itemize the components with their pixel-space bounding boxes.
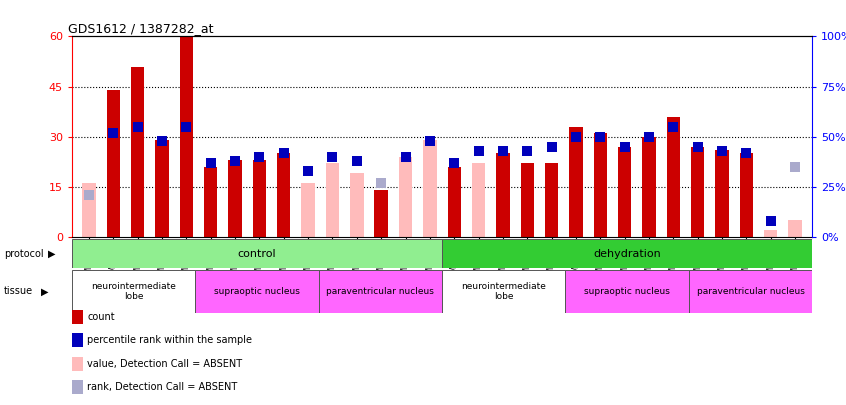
Point	[350, 158, 364, 164]
Bar	[72, 270, 195, 313]
Text: paraventricular nucleus: paraventricular nucleus	[327, 287, 434, 296]
Bar	[398, 157, 412, 237]
Point	[228, 158, 242, 164]
Text: supraoptic nucleus: supraoptic nucleus	[584, 287, 670, 296]
Text: GDS1612 / 1387282_at: GDS1612 / 1387282_at	[69, 22, 214, 35]
Bar	[497, 153, 509, 237]
Text: tissue: tissue	[4, 286, 33, 296]
Point	[131, 124, 145, 130]
Bar	[764, 230, 777, 237]
Bar	[716, 150, 728, 237]
Point	[277, 149, 290, 156]
Point	[179, 124, 193, 130]
Text: ▶: ▶	[48, 249, 56, 258]
Bar	[277, 153, 290, 237]
Point	[788, 164, 802, 170]
Bar	[375, 190, 387, 237]
Bar	[156, 140, 168, 237]
Bar	[228, 160, 242, 237]
Bar	[472, 164, 486, 237]
Point	[398, 153, 412, 160]
Point	[545, 143, 558, 150]
Text: neurointermediate
lobe: neurointermediate lobe	[461, 282, 547, 301]
Text: ▶: ▶	[41, 286, 48, 296]
Text: value, Detection Call = ABSENT: value, Detection Call = ABSENT	[87, 359, 242, 369]
Text: paraventricular nucleus: paraventricular nucleus	[696, 287, 805, 296]
Bar	[350, 173, 364, 237]
Bar	[423, 140, 437, 237]
Bar	[326, 164, 339, 237]
Text: supraoptic nucleus: supraoptic nucleus	[214, 287, 300, 296]
Bar	[448, 167, 461, 237]
Point	[520, 147, 534, 154]
Bar	[642, 137, 656, 237]
Point	[107, 130, 120, 136]
Bar	[195, 270, 319, 313]
Point	[301, 168, 315, 174]
Bar	[689, 270, 812, 313]
Bar	[565, 270, 689, 313]
Text: neurointermediate
lobe: neurointermediate lobe	[91, 282, 176, 301]
Point	[691, 143, 705, 150]
Bar	[691, 147, 705, 237]
Text: protocol: protocol	[4, 249, 44, 258]
Text: control: control	[238, 249, 277, 258]
Point	[472, 147, 486, 154]
Bar	[131, 66, 145, 237]
Bar	[788, 220, 802, 237]
Point	[204, 160, 217, 166]
Point	[716, 147, 729, 154]
Point	[423, 137, 437, 144]
Bar	[204, 167, 217, 237]
Point	[667, 124, 680, 130]
Bar	[667, 117, 680, 237]
Bar	[253, 160, 266, 237]
Bar	[520, 164, 534, 237]
Point	[82, 192, 96, 198]
Point	[155, 137, 168, 144]
Bar	[301, 183, 315, 237]
Text: rank, Detection Call = ABSENT: rank, Detection Call = ABSENT	[87, 382, 238, 392]
Bar	[739, 153, 753, 237]
Text: count: count	[87, 312, 115, 322]
Point	[642, 134, 656, 140]
Point	[739, 149, 753, 156]
Point	[326, 153, 339, 160]
Bar	[82, 183, 96, 237]
Bar	[569, 127, 583, 237]
Bar	[442, 270, 565, 313]
Bar	[594, 133, 607, 237]
Point	[496, 147, 509, 154]
Text: dehydration: dehydration	[593, 249, 661, 258]
Point	[448, 160, 461, 166]
Point	[594, 134, 607, 140]
Point	[375, 179, 388, 186]
Bar	[72, 239, 442, 268]
Bar	[107, 90, 120, 237]
Point	[618, 143, 631, 150]
Bar	[442, 239, 812, 268]
Point	[764, 217, 777, 224]
Bar	[618, 147, 631, 237]
Point	[253, 153, 266, 160]
Bar	[179, 36, 193, 237]
Bar	[545, 164, 558, 237]
Text: percentile rank within the sample: percentile rank within the sample	[87, 335, 252, 345]
Point	[569, 134, 583, 140]
Bar	[319, 270, 442, 313]
